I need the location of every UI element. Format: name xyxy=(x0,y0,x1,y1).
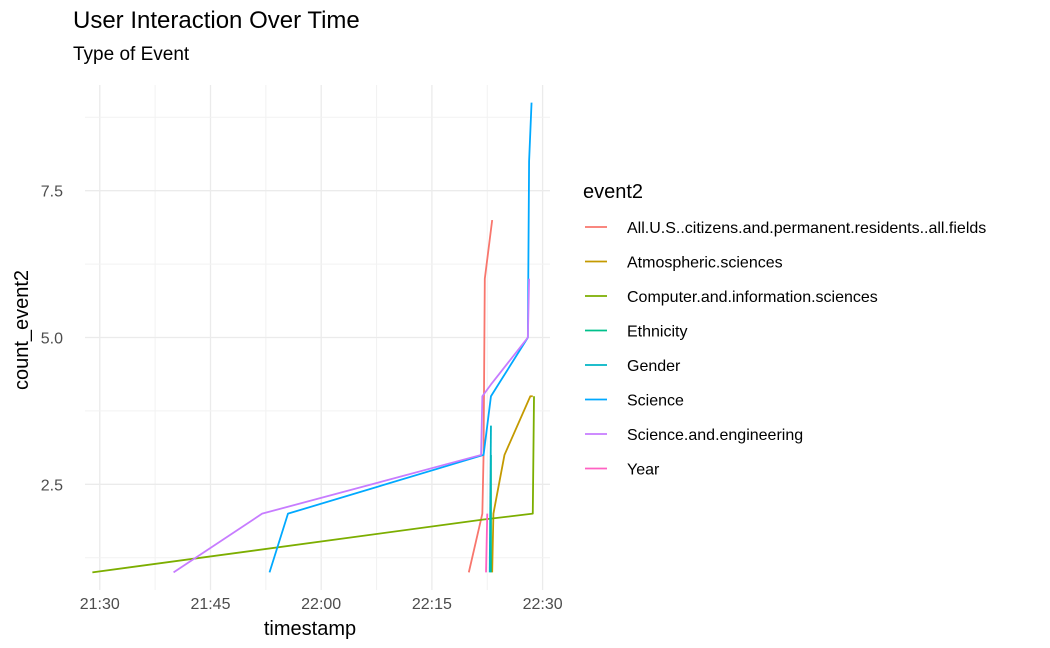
y-axis-label: count_event2 xyxy=(11,270,33,390)
tick-layer: 21:30 21:45 22:00 22:15 22:30 2.5 5.0 7.5 xyxy=(41,184,563,613)
x-tick-label: 21:30 xyxy=(80,596,120,613)
series-line xyxy=(268,102,533,573)
y-tick-label: 2.5 xyxy=(41,477,63,494)
legend: event2 All.U.S..citizens.and.permanent.r… xyxy=(583,181,986,479)
legend-label: Computer.and.information.sciences xyxy=(627,289,878,306)
legend-label: Year xyxy=(627,462,660,479)
grid-layer xyxy=(85,85,550,590)
legend-label: All.U.S..citizens.and.permanent.resident… xyxy=(627,220,986,237)
legend-label: Gender xyxy=(627,358,681,375)
series-line xyxy=(488,425,492,573)
x-tick-label: 21:45 xyxy=(190,596,230,613)
chart-title: User Interaction Over Time xyxy=(73,7,360,34)
chart-subtitle: Type of Event xyxy=(73,44,190,65)
series-line xyxy=(173,278,530,574)
legend-title: event2 xyxy=(583,181,643,203)
series-layer xyxy=(92,102,535,574)
y-tick-label: 5.0 xyxy=(41,331,63,348)
x-axis-label: timestamp xyxy=(264,618,356,640)
legend-label: Ethnicity xyxy=(627,324,687,341)
series-line xyxy=(491,395,533,573)
legend-label: Science xyxy=(627,393,684,410)
legend-label: Science.and.engineering xyxy=(627,427,803,444)
legend-label: Atmospheric.sciences xyxy=(627,255,783,272)
series-line xyxy=(485,513,489,573)
series-line xyxy=(92,396,535,574)
x-tick-label: 22:00 xyxy=(301,596,341,613)
y-tick-label: 7.5 xyxy=(41,184,63,201)
x-tick-label: 22:15 xyxy=(412,596,452,613)
x-tick-label: 22:30 xyxy=(523,596,563,613)
